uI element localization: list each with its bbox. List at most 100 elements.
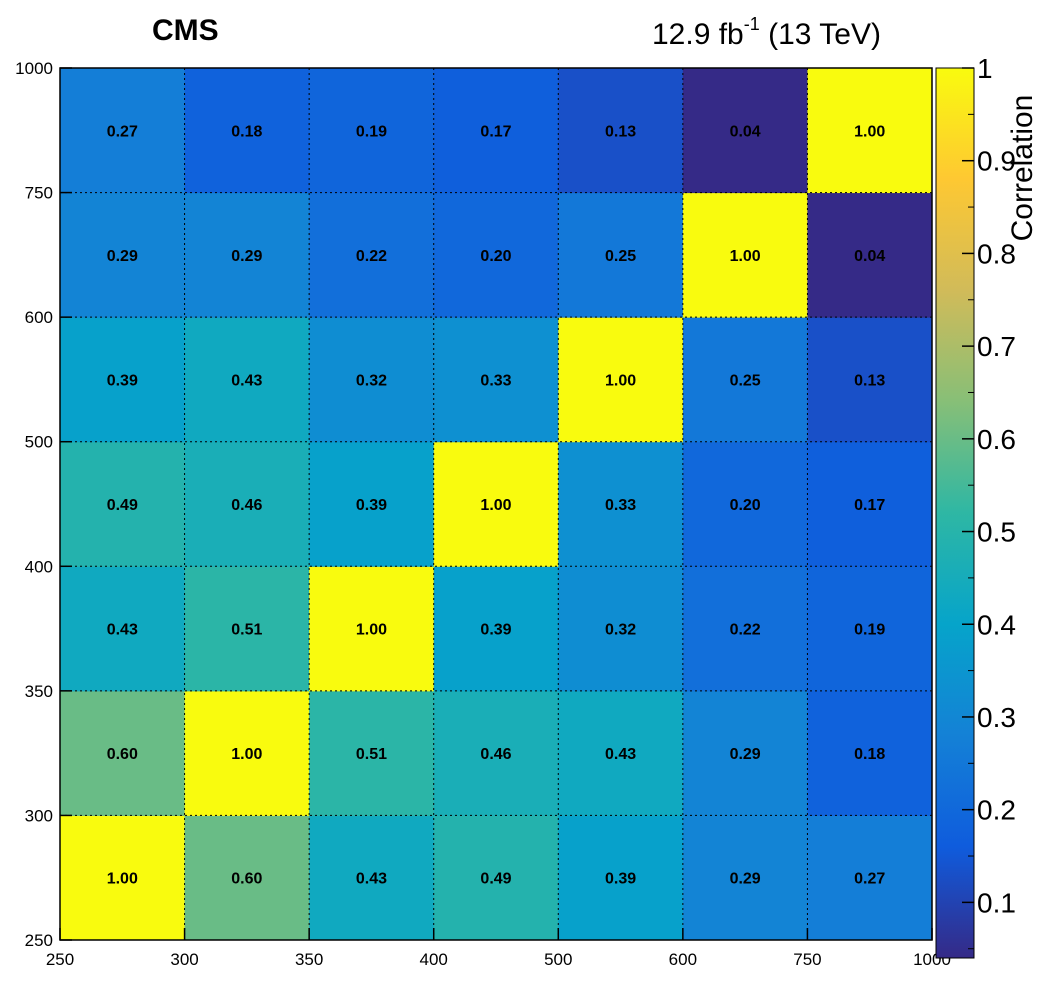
heatmap-cell bbox=[433, 690, 559, 816]
cell-value-label: 0.22 bbox=[730, 622, 761, 639]
x-axis-tick-label: 400 bbox=[420, 950, 448, 969]
heatmap-cell bbox=[433, 815, 559, 941]
cell-value-label: 0.60 bbox=[107, 746, 138, 763]
heatmap-cell bbox=[558, 441, 684, 567]
cell-value-label: 0.39 bbox=[480, 622, 511, 639]
heatmap-cell bbox=[184, 317, 310, 443]
cell-value-label: 0.19 bbox=[356, 123, 387, 140]
y-axis-tick-label: 750 bbox=[25, 184, 53, 203]
heatmap-cell bbox=[558, 192, 684, 318]
heatmap-cell bbox=[433, 317, 559, 443]
heatmap-cell bbox=[433, 68, 559, 194]
experiment-label: CMS bbox=[152, 14, 219, 47]
x-axis-tick-label: 300 bbox=[170, 950, 198, 969]
cell-value-label: 1.00 bbox=[605, 372, 636, 389]
x-axis-tick-label: 500 bbox=[544, 950, 572, 969]
heatmap-cell bbox=[433, 192, 559, 318]
heatmap-cell bbox=[184, 192, 310, 318]
heatmap-cell bbox=[558, 317, 684, 443]
heatmap-cell bbox=[309, 815, 435, 941]
cell-value-label: 0.27 bbox=[107, 123, 138, 140]
heatmap-cell bbox=[807, 566, 933, 692]
x-axis-tick-label: 250 bbox=[46, 950, 74, 969]
energy-value: (13 TeV) bbox=[768, 18, 881, 51]
heatmap-cell bbox=[433, 566, 559, 692]
colorbar-tick-label: 0.4 bbox=[977, 609, 1016, 640]
cell-value-label: 0.29 bbox=[231, 248, 262, 265]
heatmap-cell bbox=[60, 815, 186, 941]
colorbar-tick-label: 0.3 bbox=[977, 702, 1016, 733]
cell-value-label: 1.00 bbox=[730, 248, 761, 265]
cell-value-label: 0.39 bbox=[605, 871, 636, 888]
heatmap-cell bbox=[807, 68, 933, 194]
heatmap-cell bbox=[309, 566, 435, 692]
heatmap-cell bbox=[682, 68, 808, 194]
heatmap-cell bbox=[807, 317, 933, 443]
cell-value-label: 0.60 bbox=[231, 871, 262, 888]
heatmap-cell bbox=[184, 690, 310, 816]
colorbar-tick-label: 0.5 bbox=[977, 517, 1016, 548]
cell-value-label: 0.39 bbox=[356, 497, 387, 514]
heatmap-cell bbox=[807, 441, 933, 567]
colorbar-tick-label: 0.6 bbox=[977, 424, 1016, 455]
plot-frame bbox=[59, 67, 933, 941]
colorbar bbox=[936, 68, 974, 958]
cell-value-label: 0.32 bbox=[356, 372, 387, 389]
cell-value-label: 0.43 bbox=[605, 746, 636, 763]
heatmap-cell bbox=[558, 815, 684, 941]
y-axis-tick-label: 1000 bbox=[15, 59, 53, 78]
heatmap-cell bbox=[807, 192, 933, 318]
heatmap-cell bbox=[682, 566, 808, 692]
cell-value-label: 0.46 bbox=[231, 497, 262, 514]
cell-value-label: 1.00 bbox=[231, 746, 262, 763]
heatmap-cell bbox=[60, 566, 186, 692]
x-axis-tick-label: 350 bbox=[295, 950, 323, 969]
heatmap-cell bbox=[309, 317, 435, 443]
x-axis-tick-label: 750 bbox=[793, 950, 821, 969]
colorbar-tick-label: 0.9 bbox=[977, 146, 1016, 177]
cell-value-label: 0.27 bbox=[854, 871, 885, 888]
cell-value-label: 0.32 bbox=[605, 622, 636, 639]
cell-value-label: 0.04 bbox=[730, 123, 761, 140]
cell-value-label: 0.43 bbox=[356, 871, 387, 888]
heatmap-cell bbox=[807, 815, 933, 941]
cell-value-label: 0.29 bbox=[107, 248, 138, 265]
cell-value-label: 0.51 bbox=[231, 622, 262, 639]
x-axis-tick-label: 600 bbox=[669, 950, 697, 969]
heatmap-cell bbox=[309, 68, 435, 194]
cell-value-label: 0.39 bbox=[107, 372, 138, 389]
colorbar-frame bbox=[935, 67, 975, 959]
cell-value-label: 1.00 bbox=[854, 123, 885, 140]
cell-value-label: 0.13 bbox=[605, 123, 636, 140]
y-axis-tick-label: 500 bbox=[25, 433, 53, 452]
luminosity-unit-exponent: -1 bbox=[743, 14, 760, 34]
heatmap-cell bbox=[60, 68, 186, 194]
cell-value-label: 0.19 bbox=[854, 622, 885, 639]
heatmap-cell bbox=[682, 815, 808, 941]
cell-value-label: 0.25 bbox=[605, 248, 636, 265]
cell-value-label: 1.00 bbox=[480, 497, 511, 514]
cell-value-label: 0.20 bbox=[730, 497, 761, 514]
heatmap-cell bbox=[60, 441, 186, 567]
colorbar-tick-label: 0.2 bbox=[977, 795, 1016, 826]
luminosity-energy-label: 12.9 fb-1 (13 TeV) bbox=[652, 14, 881, 52]
cell-value-label: 0.17 bbox=[854, 497, 885, 514]
heatmap-cell bbox=[807, 690, 933, 816]
cell-value-label: 0.18 bbox=[854, 746, 885, 763]
heatmap-cell bbox=[682, 192, 808, 318]
cell-value-label: 0.04 bbox=[854, 248, 885, 265]
heatmap-cell bbox=[60, 192, 186, 318]
heatmap-cell bbox=[60, 690, 186, 816]
heatmap-cell bbox=[60, 317, 186, 443]
cell-value-label: 0.46 bbox=[480, 746, 511, 763]
cell-value-label: 0.18 bbox=[231, 123, 262, 140]
heatmap-cell bbox=[433, 441, 559, 567]
cell-value-label: 0.20 bbox=[480, 248, 511, 265]
luminosity-value: 12.9 fb bbox=[652, 18, 744, 51]
heatmap-cell bbox=[184, 441, 310, 567]
cell-value-label: 0.29 bbox=[730, 746, 761, 763]
cell-value-label: 0.49 bbox=[480, 871, 511, 888]
colorbar-tick-label: 1 bbox=[977, 53, 993, 84]
y-axis-tick-label: 600 bbox=[25, 308, 53, 327]
